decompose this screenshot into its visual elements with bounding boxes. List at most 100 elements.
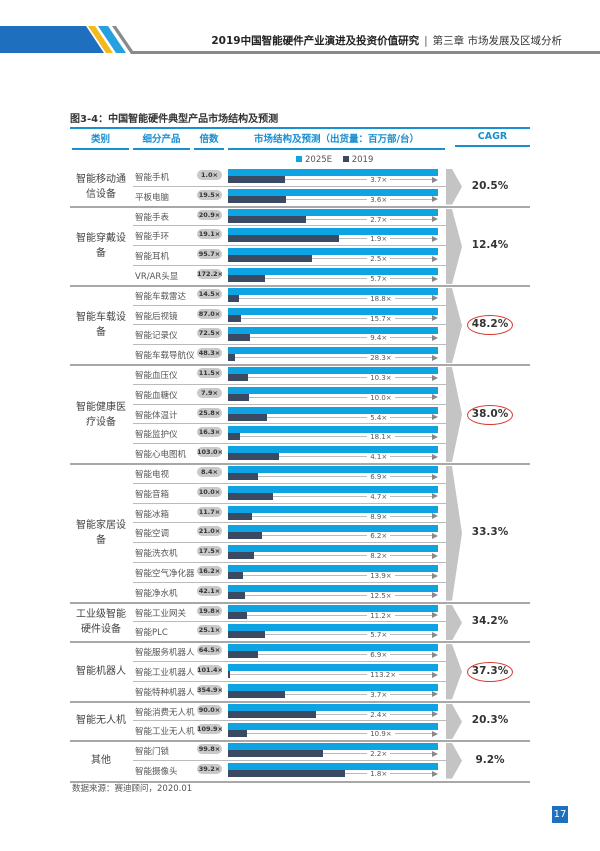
group-chevron-icon [446, 743, 462, 779]
multiple-badge: 90.0× [197, 704, 222, 715]
row-divider [133, 542, 446, 544]
row-divider [133, 482, 446, 484]
bar-2019 [228, 453, 280, 461]
group-chevron-icon [446, 287, 462, 363]
group-chevron-icon [446, 604, 462, 641]
bar-2025e [228, 584, 438, 592]
multiple-badge: 25.1× [197, 625, 222, 636]
bar-2025e [228, 446, 438, 454]
product-label: VR/AR头显 [135, 272, 179, 282]
row-divider [133, 661, 446, 662]
category-label: 工业级智能硬件设备 [76, 609, 126, 636]
bar-2019 [228, 176, 285, 183]
group-divider [70, 641, 530, 644]
growth-arrow-icon [432, 473, 438, 480]
growth-guide-line [228, 179, 434, 180]
growth-guide-line [228, 198, 434, 200]
row-divider [133, 562, 446, 563]
product-label: 智能监护仪 [135, 430, 178, 441]
bar-2019 [228, 354, 236, 362]
growth-multiple-label: 13.9× [367, 572, 395, 580]
legend: 2025E 2019 [288, 155, 373, 165]
multiple-badge: 10.0× [197, 486, 222, 497]
page-number: 17 [552, 806, 568, 823]
growth-arrow-icon [432, 671, 438, 678]
product-label: 平板电脑 [135, 192, 170, 203]
cagr-value: 33.3% [471, 526, 509, 539]
growth-guide-line [228, 654, 434, 656]
product-label: 智能耳机 [135, 252, 170, 263]
product-label: 智能消费无人机 [135, 707, 195, 718]
growth-arrow-icon [432, 176, 438, 183]
product-label: 智能手环 [135, 232, 170, 243]
multiple-badge: 16.3× [197, 427, 222, 438]
group-chevron-icon [446, 644, 462, 700]
category-label: 智能车载设备 [76, 312, 126, 339]
growth-multiple-label: 11.2× [367, 611, 395, 620]
multiple-badge: 19.1× [197, 229, 222, 240]
product-label: 智能电视 [135, 470, 170, 480]
growth-arrow-icon [432, 493, 438, 500]
growth-guide-line [228, 713, 434, 715]
bar-2019 [228, 532, 262, 540]
growth-multiple-label: 1.8× [367, 770, 391, 778]
growth-multiple-label: 2.7× [367, 215, 391, 224]
category-label: 其他 [91, 755, 111, 766]
multiple-badge: 39.2× [197, 764, 222, 774]
growth-multiple-label: 6.2× [367, 532, 391, 541]
bar-2025e [228, 347, 438, 355]
growth-arrow-icon [432, 275, 438, 282]
growth-multiple-label: 6.9× [367, 651, 391, 660]
bar-2025e [228, 307, 438, 315]
growth-arrow-icon [432, 235, 438, 242]
growth-arrow-icon [432, 711, 438, 718]
growth-guide-line [228, 456, 434, 458]
bar-2019 [228, 611, 247, 619]
header-title: 2019中国智能硬件产业演进及投资价值研究 | 第三章 市场发展及区域分析 [211, 33, 562, 48]
growth-guide-line [228, 634, 434, 636]
growth-guide-line [228, 317, 434, 319]
multiple-badge: 87.0× [197, 308, 222, 319]
group-divider [70, 601, 530, 604]
legend-swatch-2019 [342, 156, 349, 162]
bar-2025e [228, 604, 438, 612]
group-divider [70, 364, 530, 366]
bar-2025e [228, 644, 438, 652]
header-lightblue-stripe [98, 26, 126, 53]
product-label: 智能特种机器人 [135, 687, 195, 698]
growth-multiple-label: 12.5× [367, 591, 395, 600]
category-label: 智能家居设备 [76, 520, 126, 547]
bar-2019 [228, 770, 345, 777]
product-label: 智能摄像头 [135, 767, 178, 777]
row-divider [133, 344, 446, 346]
category-label: 智能健康医疗设备 [76, 401, 126, 428]
product-label: 智能车载雷达 [135, 291, 187, 302]
growth-guide-line [228, 674, 434, 675]
growth-arrow-icon [432, 374, 438, 381]
bar-2025e [228, 664, 438, 671]
growth-arrow-icon [432, 295, 438, 302]
growth-guide-line [228, 258, 434, 260]
multiple-badge: 16.2× [197, 566, 222, 576]
row-divider [133, 522, 446, 524]
row-divider [133, 245, 446, 247]
bar-2019 [228, 572, 244, 579]
growth-guide-line [228, 575, 434, 576]
growth-multiple-label: 2.2× [367, 750, 391, 759]
growth-multiple-label: 3.6× [367, 195, 391, 204]
bar-2025e [228, 386, 438, 394]
growth-multiple-label: 5.7× [367, 631, 391, 640]
multiple-badge: 8.4× [197, 467, 222, 477]
growth-arrow-icon [432, 216, 438, 223]
multiple-badge: 17.5× [197, 546, 222, 557]
multiple-badge: 354.9× [197, 684, 224, 695]
row-divider [133, 185, 446, 187]
col-header-category: 类别 [72, 131, 129, 150]
product-label: 智能车载导航仪 [135, 351, 195, 362]
growth-multiple-label: 8.2× [367, 552, 391, 561]
growth-guide-line [228, 337, 434, 339]
growth-guide-line [228, 555, 434, 557]
growth-multiple-label: 8.9× [367, 512, 391, 521]
bar-2025e [228, 327, 438, 335]
growth-arrow-icon [432, 651, 438, 658]
